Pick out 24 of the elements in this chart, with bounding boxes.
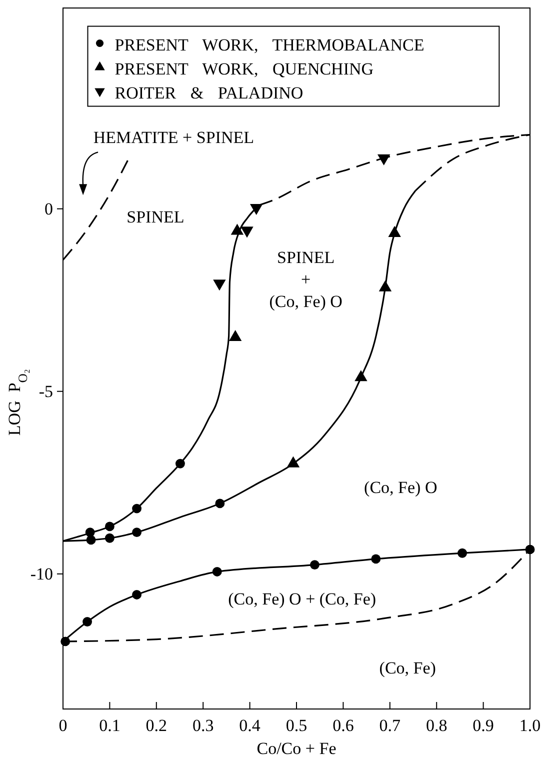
x-tick-label: 0.8 <box>426 716 448 736</box>
x-tick-label: 1.0 <box>519 716 541 736</box>
y-tick-label: -5 <box>38 382 53 401</box>
annotation: (Co, Fe) O <box>364 478 438 498</box>
legend-label: PRESENT WORK, THERMOBALANCE <box>114 35 424 54</box>
y-tick-label: 0 <box>44 199 53 218</box>
x-tick-label: 0.6 <box>332 716 354 736</box>
annotation: (Co, Fe) O + (Co, Fe) <box>228 589 376 608</box>
x-tick-label: 0.9 <box>472 716 494 736</box>
x-tick-label: 0.7 <box>379 716 402 736</box>
x-tick-label: 0.4 <box>239 716 261 736</box>
legend-label: PRESENT WORK, QUENCHING <box>114 59 374 78</box>
x-tick-label: 0.5 <box>286 716 308 736</box>
annotation: SPINEL + (Co, Fe) O <box>269 248 342 311</box>
annotation: SPINEL <box>126 207 184 226</box>
x-tick-label: 0 <box>58 716 68 736</box>
x-axis-title: Co/Co + Fe <box>256 739 336 758</box>
legend-label: ROITER & PALADINO <box>114 83 304 102</box>
x-tick-label: 0.1 <box>99 716 120 736</box>
x-tick-label: 0.2 <box>146 716 168 736</box>
annotation: (Co, Fe) <box>379 658 436 678</box>
x-tick-label: 0.3 <box>192 716 214 736</box>
y-tick-label: -10 <box>30 564 53 584</box>
annotation: HEMATITE + SPINEL <box>93 128 254 147</box>
